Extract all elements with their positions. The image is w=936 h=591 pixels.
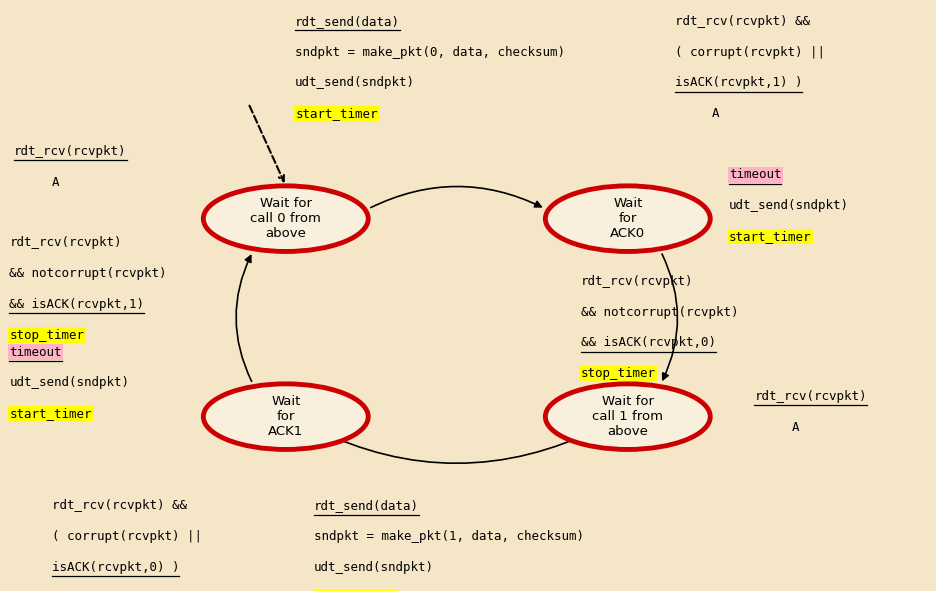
Text: && isACK(rcvpkt,1): && isACK(rcvpkt,1) [9, 298, 144, 311]
Text: isACK(rcvpkt,1) ): isACK(rcvpkt,1) ) [674, 76, 801, 89]
Text: udt_send(sndpkt): udt_send(sndpkt) [9, 376, 129, 389]
Text: rdt_rcv(rcvpkt) &&: rdt_rcv(rcvpkt) && [51, 499, 186, 512]
Text: Wait for
call 0 from
above: Wait for call 0 from above [250, 197, 321, 240]
Text: A: A [711, 107, 719, 120]
Text: isACK(rcvpkt,0) ): isACK(rcvpkt,0) ) [51, 561, 179, 574]
Text: rdt_send(data): rdt_send(data) [295, 15, 400, 28]
Text: A: A [51, 176, 59, 189]
FancyArrowPatch shape [671, 398, 688, 436]
Text: && isACK(rcvpkt,0): && isACK(rcvpkt,0) [580, 336, 715, 349]
Text: stop_timer: stop_timer [580, 367, 655, 380]
FancyArrowPatch shape [236, 256, 251, 381]
Text: udt_send(sndpkt): udt_send(sndpkt) [728, 199, 848, 212]
FancyArrowPatch shape [225, 397, 241, 436]
FancyArrowPatch shape [371, 187, 541, 207]
Ellipse shape [203, 186, 368, 252]
Text: timeout: timeout [728, 168, 781, 181]
Text: rdt_rcv(rcvpkt): rdt_rcv(rcvpkt) [753, 390, 866, 403]
Text: Wait for
call 1 from
above: Wait for call 1 from above [592, 395, 663, 438]
Text: sndpkt = make_pkt(0, data, checksum): sndpkt = make_pkt(0, data, checksum) [295, 46, 564, 59]
FancyArrowPatch shape [225, 199, 241, 238]
Text: start_timer: start_timer [9, 407, 92, 420]
Text: start_timer: start_timer [728, 230, 811, 243]
Ellipse shape [545, 186, 709, 252]
Ellipse shape [203, 384, 368, 450]
Text: rdt_rcv(rcvpkt): rdt_rcv(rcvpkt) [9, 236, 122, 249]
Text: sndpkt = make_pkt(1, data, checksum): sndpkt = make_pkt(1, data, checksum) [314, 530, 583, 543]
Text: udt_send(sndpkt): udt_send(sndpkt) [314, 561, 433, 574]
Text: ( corrupt(rcvpkt) ||: ( corrupt(rcvpkt) || [674, 46, 824, 59]
Text: rdt_rcv(rcvpkt) &&: rdt_rcv(rcvpkt) && [674, 15, 809, 28]
Text: rdt_rcv(rcvpkt): rdt_rcv(rcvpkt) [580, 275, 693, 288]
Text: rdt_rcv(rcvpkt): rdt_rcv(rcvpkt) [14, 145, 126, 158]
Text: && notcorrupt(rcvpkt): && notcorrupt(rcvpkt) [9, 267, 167, 280]
Text: Wait
for
ACK1: Wait for ACK1 [268, 395, 303, 438]
FancyArrowPatch shape [314, 428, 600, 463]
Text: start_timer: start_timer [295, 107, 377, 120]
Text: stop_timer: stop_timer [9, 329, 84, 342]
Text: ( corrupt(rcvpkt) ||: ( corrupt(rcvpkt) || [51, 530, 201, 543]
Text: Wait
for
ACK0: Wait for ACK0 [609, 197, 645, 240]
FancyArrowPatch shape [671, 200, 688, 238]
Text: rdt_send(data): rdt_send(data) [314, 499, 418, 512]
Text: && notcorrupt(rcvpkt): && notcorrupt(rcvpkt) [580, 306, 738, 319]
Ellipse shape [545, 384, 709, 450]
Text: timeout: timeout [9, 346, 62, 359]
Text: udt_send(sndpkt): udt_send(sndpkt) [295, 76, 415, 89]
FancyArrowPatch shape [662, 254, 677, 379]
Text: A: A [791, 421, 798, 434]
